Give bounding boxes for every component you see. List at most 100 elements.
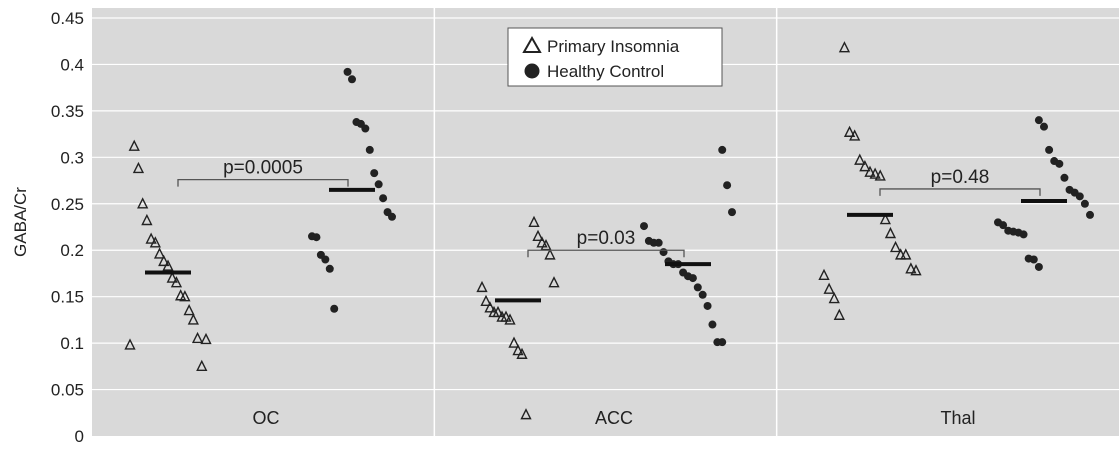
data-point-circle bbox=[1050, 157, 1059, 166]
data-point-circle bbox=[698, 290, 707, 299]
data-point-triangle bbox=[149, 236, 161, 248]
data-point-triangle bbox=[838, 41, 851, 53]
category-label: Thal bbox=[940, 408, 975, 428]
legend-box bbox=[507, 27, 723, 87]
data-point-triangle bbox=[905, 262, 917, 274]
y-axis-tick-labels: 0 0.05 0.1 0.15 0.2 0.25 0.3 0.35 0.4 0.45 bbox=[51, 9, 84, 446]
data-point-circle bbox=[1004, 226, 1013, 235]
data-point-triangle bbox=[528, 215, 540, 228]
data-point-triangle bbox=[200, 332, 212, 345]
data-point-triangle bbox=[544, 248, 556, 260]
p-value-label: p=0.0005 bbox=[223, 158, 303, 179]
significance-brackets: p=0.0005 p=0.03 p=0.48 bbox=[177, 158, 1041, 258]
data-point-circle bbox=[1040, 122, 1048, 131]
category-label: OC bbox=[253, 408, 280, 428]
category-labels: OC ACC Thal bbox=[253, 408, 976, 428]
data-point-triangle bbox=[191, 331, 204, 344]
data-point-circle bbox=[1065, 185, 1074, 194]
y-tick-label: 0.15 bbox=[51, 288, 84, 307]
data-point-circle bbox=[343, 67, 352, 76]
data-point-triangle bbox=[158, 254, 170, 267]
data-point-triangle bbox=[183, 304, 195, 316]
data-point-triangle bbox=[141, 213, 153, 226]
data-point-circle bbox=[1034, 116, 1043, 125]
data-point-triangle bbox=[512, 343, 524, 356]
y-tick-label: 0.2 bbox=[60, 241, 84, 260]
data-point-circle bbox=[1080, 199, 1089, 208]
data-point-triangle bbox=[476, 280, 488, 293]
data-point-circle bbox=[679, 268, 688, 277]
data-point-triangle bbox=[520, 408, 532, 420]
significance-bracket bbox=[177, 178, 349, 187]
data-point-triangle bbox=[854, 153, 866, 165]
data-point-circle bbox=[1034, 262, 1043, 271]
y-tick-label: 0.25 bbox=[51, 195, 84, 214]
data-point-triangle bbox=[864, 165, 876, 177]
significance-bracket bbox=[527, 249, 685, 258]
data-point-triangle bbox=[504, 313, 516, 325]
data-point-circle bbox=[325, 264, 334, 273]
p-value-label: p=0.03 bbox=[577, 228, 636, 249]
data-point-triangle bbox=[508, 336, 520, 348]
data-point-triangle bbox=[137, 197, 149, 209]
data-point-circle bbox=[1024, 254, 1033, 263]
data-point-circle bbox=[659, 248, 668, 257]
data-point-triangle bbox=[124, 338, 136, 350]
data-point-triangle bbox=[175, 289, 187, 301]
data-point-triangle bbox=[889, 240, 902, 253]
data-point-triangle bbox=[128, 139, 140, 151]
legend-circle-icon bbox=[524, 63, 540, 79]
data-point-circle bbox=[365, 145, 374, 154]
data-point-triangle bbox=[132, 161, 145, 174]
data-point-circle bbox=[379, 194, 388, 203]
data-point-circle bbox=[713, 338, 722, 347]
y-tick-label: 0.05 bbox=[51, 381, 84, 400]
data-point-triangle bbox=[884, 226, 897, 239]
y-tick-label: 0.35 bbox=[51, 102, 84, 121]
significance-bracket bbox=[879, 188, 1041, 196]
data-point-triangle bbox=[145, 232, 157, 244]
data-point-triangle bbox=[516, 347, 528, 359]
data-point-triangle bbox=[196, 359, 208, 372]
mean-bars bbox=[145, 187, 1067, 303]
y-tick-label: 0.1 bbox=[60, 334, 84, 353]
data-point-circle bbox=[644, 236, 653, 245]
data-point-triangle bbox=[536, 236, 548, 248]
data-point-triangle bbox=[480, 294, 492, 307]
y-axis-label: GABA/Cr bbox=[11, 187, 30, 257]
data-point-circle bbox=[728, 208, 736, 217]
data-point-triangle bbox=[484, 301, 496, 313]
data-point-circle bbox=[723, 181, 732, 190]
data-point-triangle bbox=[187, 313, 199, 325]
y-tick-label: 0.4 bbox=[60, 55, 84, 74]
data-point-circle bbox=[374, 180, 383, 189]
data-point-triangle bbox=[153, 247, 166, 259]
p-value-label: p=0.48 bbox=[931, 167, 990, 188]
data-point-triangle bbox=[843, 125, 856, 137]
data-point-triangle bbox=[823, 282, 835, 294]
category-label: ACC bbox=[595, 408, 633, 428]
data-point-circle bbox=[308, 232, 316, 241]
data-point-triangle bbox=[895, 248, 907, 260]
data-point-triangle bbox=[532, 229, 544, 241]
data-point-circle bbox=[1086, 210, 1094, 219]
data-point-triangle bbox=[818, 268, 830, 281]
legend-label-primary-insomnia: Primary Insomnia bbox=[547, 37, 680, 56]
data-point-circle bbox=[994, 218, 1002, 227]
data-point-circle bbox=[1060, 173, 1069, 182]
data-point-circle bbox=[316, 250, 325, 259]
data-point-circle bbox=[348, 75, 356, 84]
data-point-circle bbox=[708, 320, 717, 329]
grid-lines bbox=[92, 8, 1119, 436]
data-point-triangle bbox=[849, 129, 861, 141]
data-point-circle bbox=[370, 169, 379, 178]
data-point-circle bbox=[330, 304, 339, 313]
data-point-circle bbox=[640, 222, 648, 231]
y-tick-label: 0.3 bbox=[60, 148, 84, 167]
data-point-triangle bbox=[828, 291, 840, 304]
data-point-circle bbox=[1045, 145, 1054, 154]
data-point-circle bbox=[703, 301, 712, 310]
data-point-circle bbox=[693, 283, 702, 292]
data-point-circle bbox=[718, 145, 727, 154]
